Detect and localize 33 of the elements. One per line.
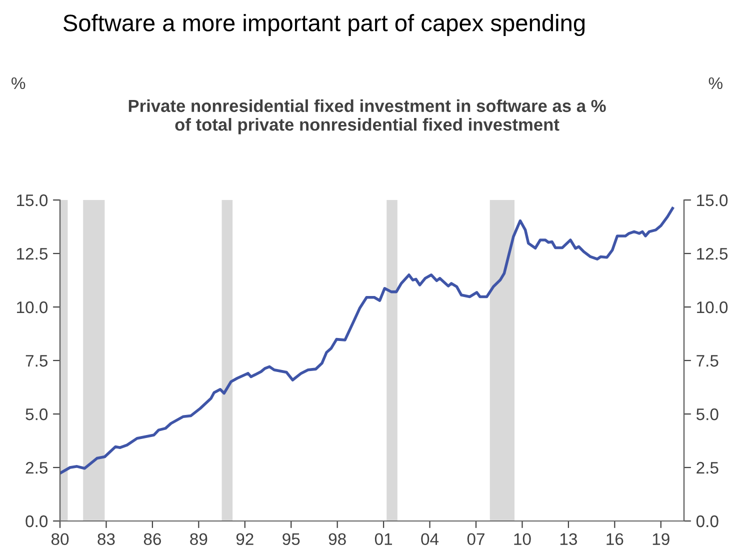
y-tick-label: 5.0 [26, 408, 48, 420]
x-tick-label: 98 [328, 533, 346, 546]
x-tick-label: 80 [51, 533, 69, 546]
y-tick-label: 2.5 [26, 462, 48, 474]
x-tick-label: 13 [560, 533, 577, 546]
chart-subtitle: Private nonresidential fixed investment in software as a % of total private nonresidential fixed investment [128, 99, 606, 134]
x-tick-label: 16 [606, 533, 624, 546]
x-tick-label: 01 [374, 533, 392, 546]
chart-title: Software a more important part of capex spending [63, 14, 585, 36]
y2-tick-label: 0.0 [696, 515, 718, 528]
y-tick-label: 15.0 [17, 194, 48, 206]
x-tick-label: 95 [282, 533, 300, 546]
y2-tick-label: 15.0 [697, 194, 728, 206]
x-tick-label: 07 [467, 533, 484, 546]
y-tick-label: 12.5 [17, 248, 48, 260]
y2-tick-label: 5.0 [696, 408, 718, 420]
text: % [708, 77, 722, 90]
line-series [60, 206, 674, 475]
y2-tick-label: 7.5 [696, 355, 718, 367]
x-tick-label: 83 [98, 533, 115, 546]
x-tick-label: 89 [190, 533, 208, 546]
y2-tick-label: 2.5 [696, 462, 718, 474]
x-tick-label: 04 [421, 533, 439, 546]
text: % [12, 77, 26, 90]
x-tick-label: 92 [236, 533, 254, 546]
y-tick-label: 7.5 [26, 355, 48, 367]
y-tick-label: 0.0 [26, 515, 48, 528]
x-tick-label: 10 [514, 533, 531, 546]
y2-tick-label: 12.5 [697, 248, 728, 260]
y2-tick-label: 10.0 [697, 301, 728, 314]
x-tick-label: 19 [652, 533, 670, 546]
x-tick-label: 86 [144, 533, 161, 546]
y-tick-label: 10.0 [17, 301, 48, 314]
